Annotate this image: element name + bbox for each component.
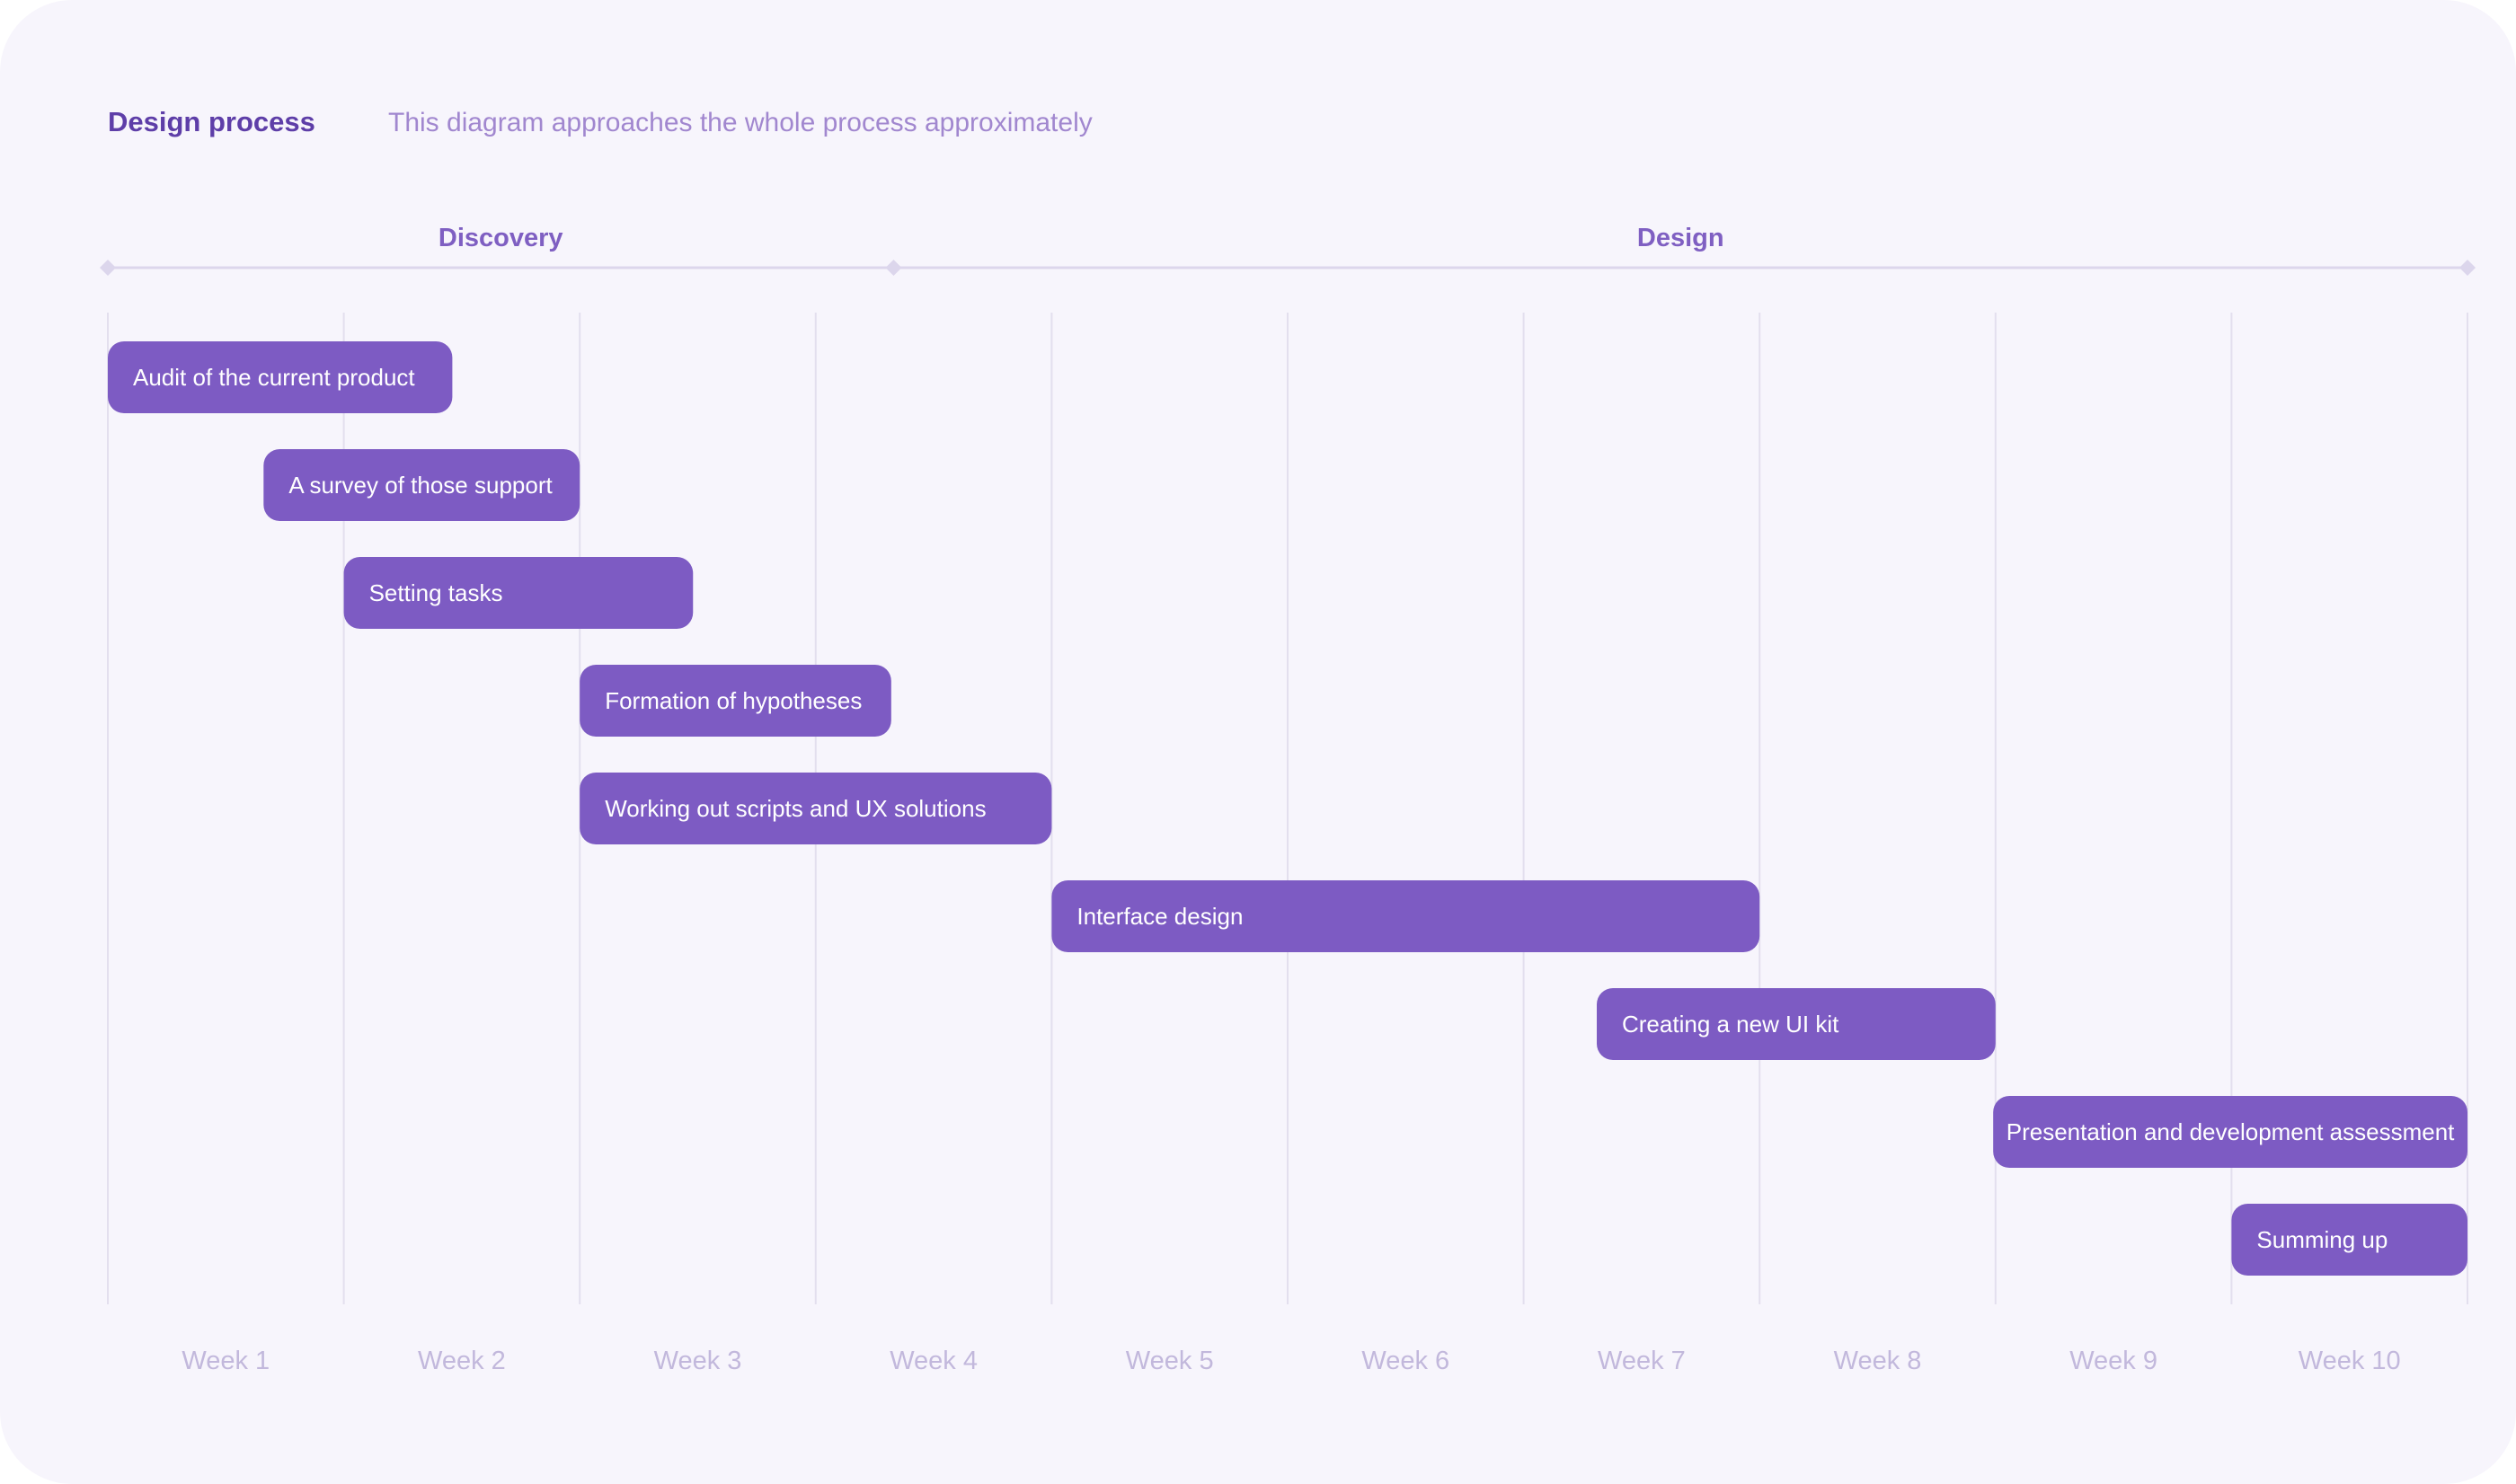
task-label: Working out scripts and UX solutions (605, 795, 986, 822)
phase-marker (2459, 260, 2476, 276)
phase-marker (885, 260, 902, 276)
chart-title: Design process (108, 106, 315, 137)
phase-label-design: Design (1637, 224, 1724, 252)
task-bar (343, 557, 694, 629)
phase-label-discovery: Discovery (439, 224, 563, 252)
task-label: Summing up (2256, 1226, 2388, 1253)
week-label: Week 6 (1361, 1347, 1449, 1375)
task-bar (1051, 880, 1760, 952)
task-label: Creating a new UI kit (1622, 1011, 1839, 1038)
chart-subtitle: This diagram approaches the whole proces… (388, 108, 1093, 137)
task-bar (1597, 988, 1996, 1060)
task-bar (1993, 1096, 2467, 1168)
week-label: Week 8 (1834, 1347, 1922, 1375)
week-label: Week 10 (2299, 1347, 2401, 1375)
task-bar (108, 341, 453, 413)
task-bar (580, 773, 1052, 844)
task-label: Setting tasks (369, 579, 503, 606)
week-label: Week 3 (654, 1347, 742, 1375)
task-label: Presentation and development assessment (2007, 1118, 2455, 1145)
phase-marker (100, 260, 116, 276)
week-label: Week 7 (1598, 1347, 1686, 1375)
week-label: Week 1 (182, 1347, 270, 1375)
week-label: Week 5 (1126, 1347, 1214, 1375)
week-label: Week 2 (418, 1347, 506, 1375)
task-label: Formation of hypotheses (605, 687, 862, 714)
task-label: A survey of those support (288, 472, 553, 499)
task-bar (263, 449, 580, 521)
task-label: Audit of the current product (133, 364, 415, 391)
week-label: Week 4 (890, 1347, 978, 1375)
task-bar (580, 665, 891, 737)
week-label: Week 9 (2069, 1347, 2157, 1375)
task-bar (2231, 1204, 2467, 1276)
task-label: Interface design (1076, 903, 1243, 930)
